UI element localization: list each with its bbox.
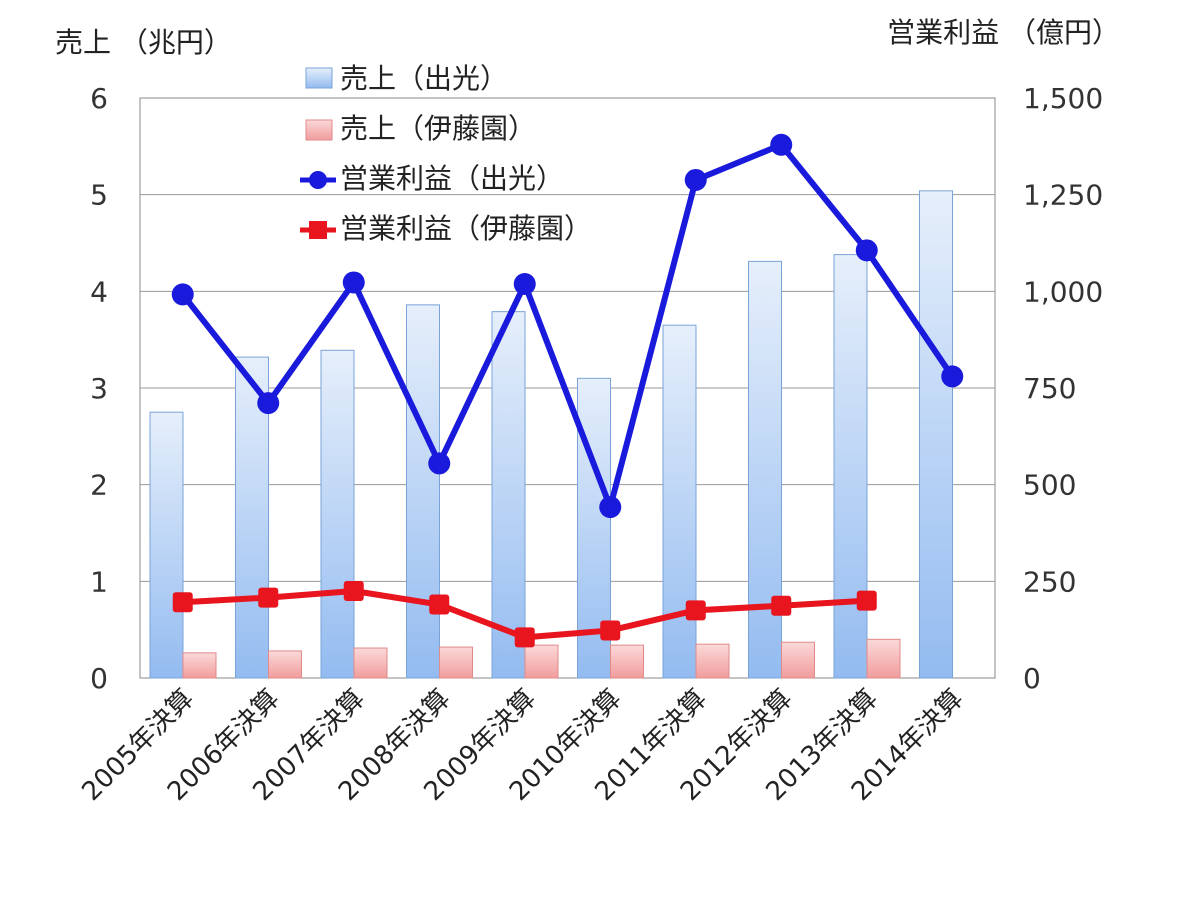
- legend-swatch-sales-itoen: [305, 119, 333, 141]
- legend-marker-profit-itoen: [309, 221, 327, 239]
- point-profit-idemitsu: [599, 496, 622, 519]
- bar-sales-idemitsu: [662, 324, 697, 679]
- left-axis-ticks: 0 1 2 3 4 5 6: [90, 82, 108, 695]
- right-tick-label: 1,000: [1023, 275, 1103, 308]
- right-tick-label: 1,250: [1023, 179, 1103, 212]
- left-tick-label: 6: [90, 82, 108, 115]
- point-profit-idemitsu: [257, 392, 280, 415]
- legend-label-sales-itoen: 売上（伊藤園）: [340, 112, 536, 145]
- bar-sales-itoen: [866, 638, 901, 679]
- point-profit-itoen: [685, 600, 706, 621]
- point-profit-itoen: [514, 627, 535, 648]
- point-profit-itoen: [429, 594, 450, 615]
- bar-sales-itoen: [781, 641, 815, 679]
- point-profit-idemitsu: [941, 365, 964, 388]
- left-axis-title: 売上 （兆円）: [55, 26, 232, 59]
- left-tick-label: 5: [90, 179, 108, 212]
- point-profit-idemitsu: [342, 271, 365, 294]
- point-profit-itoen: [856, 590, 877, 611]
- right-tick-label: 0: [1023, 662, 1041, 695]
- left-tick-label: 2: [90, 469, 108, 502]
- bar-sales-idemitsu: [833, 254, 868, 679]
- point-profit-itoen: [172, 592, 193, 613]
- bar-sales-idemitsu: [491, 311, 526, 679]
- bar-sales-idemitsu: [406, 304, 440, 679]
- bar-sales-idemitsu: [149, 411, 184, 679]
- x-axis-ticks: 2005年決算2006年決算2007年決算2008年決算2009年決算2010年…: [77, 684, 970, 807]
- bar-sales-itoen: [610, 644, 644, 679]
- right-tick-label: 500: [1023, 469, 1076, 502]
- legend-swatch-sales-idemitsu: [305, 67, 333, 89]
- right-axis-title: 営業利益 （億円）: [887, 16, 1120, 49]
- left-tick-label: 4: [90, 275, 108, 308]
- right-axis-ticks: 0 250 500 750 1,000 1,250 1,500: [1023, 82, 1103, 695]
- bar-sales-itoen: [439, 646, 473, 679]
- point-profit-idemitsu: [684, 168, 707, 191]
- point-profit-idemitsu: [428, 452, 451, 475]
- bar-series: [149, 190, 953, 679]
- point-profit-idemitsu: [513, 272, 536, 295]
- point-profit-idemitsu: [171, 283, 194, 306]
- line-series: [171, 133, 964, 648]
- bar-sales-itoen: [524, 644, 559, 679]
- point-profit-itoen: [771, 595, 792, 616]
- bar-sales-itoen: [353, 647, 388, 679]
- point-profit-idemitsu: [855, 239, 878, 262]
- bar-sales-itoen: [182, 652, 217, 679]
- point-profit-idemitsu: [770, 133, 793, 156]
- bar-sales-itoen: [268, 650, 302, 679]
- right-tick-label: 750: [1023, 372, 1076, 405]
- point-profit-itoen: [258, 587, 279, 608]
- point-profit-itoen: [343, 581, 364, 601]
- right-tick-label: 1,500: [1023, 82, 1103, 115]
- point-profit-itoen: [600, 620, 621, 641]
- left-tick-label: 3: [90, 372, 108, 405]
- legend-label-profit-idemitsu: 営業利益（出光）: [340, 162, 564, 195]
- bar-sales-itoen: [695, 643, 730, 679]
- line-profit-idemitsu: [180, 141, 955, 511]
- left-tick-label: 0: [90, 662, 108, 695]
- right-tick-label: 250: [1023, 565, 1076, 598]
- legend-label-sales-idemitsu: 売上（出光）: [340, 62, 508, 95]
- legend-label-profit-itoen: 営業利益（伊藤園）: [340, 212, 592, 245]
- legend-marker-profit-idemitsu: [309, 171, 327, 189]
- bar-sales-idemitsu: [919, 190, 953, 679]
- bar-sales-idemitsu: [320, 349, 355, 679]
- legend: 売上（出光） 売上（伊藤園） 営業利益（出光） 営業利益（伊藤園）: [300, 62, 592, 245]
- left-tick-label: 1: [90, 565, 108, 598]
